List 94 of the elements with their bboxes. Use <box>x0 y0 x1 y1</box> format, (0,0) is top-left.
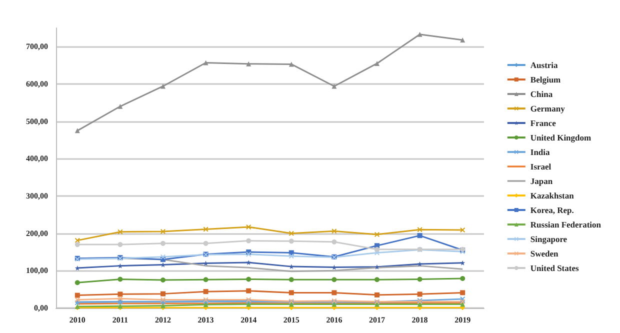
legend-label: Belgium <box>530 74 561 84</box>
point <box>417 261 422 266</box>
point <box>288 254 294 259</box>
legend-label: Japan <box>530 176 553 186</box>
x-tick-label: 2015 <box>283 316 300 324</box>
point <box>160 291 166 296</box>
point <box>246 61 252 66</box>
point <box>118 229 123 234</box>
point <box>246 224 252 230</box>
point <box>203 240 208 246</box>
point <box>74 280 80 286</box>
point <box>460 260 466 266</box>
point <box>203 289 208 294</box>
point <box>118 296 123 302</box>
point <box>203 60 208 66</box>
legend-label: Singapore <box>530 234 568 244</box>
point <box>374 232 380 237</box>
point <box>246 260 252 265</box>
point <box>74 266 80 271</box>
point <box>288 62 294 67</box>
y-tick-label: 200,00 <box>26 228 48 238</box>
legend-label: India <box>530 147 551 157</box>
point <box>160 240 166 246</box>
point <box>460 276 466 282</box>
point <box>332 277 337 282</box>
point <box>332 84 337 89</box>
point <box>288 238 294 244</box>
legend-label: Germany <box>530 104 566 114</box>
point <box>417 227 422 232</box>
point <box>332 239 337 244</box>
x-tick-label: 2013 <box>198 316 214 324</box>
point <box>460 290 466 296</box>
point <box>246 302 252 307</box>
point <box>417 233 422 238</box>
point <box>460 37 466 42</box>
legend-label: Kazakhstan <box>530 190 574 200</box>
point <box>118 292 123 297</box>
point <box>246 276 252 282</box>
x-tick-label: 2011 <box>112 316 128 324</box>
point <box>160 84 166 89</box>
y-tick-label: 300,00 <box>26 192 48 200</box>
x-tick-label: 2012 <box>155 316 171 324</box>
point <box>246 238 252 244</box>
y-tick-label: 0,00 <box>34 304 48 312</box>
y-tick-label: 100,00 <box>26 266 48 276</box>
legend-label: Sweden <box>530 248 559 258</box>
y-tick-label: 500,00 <box>26 116 48 126</box>
point <box>246 288 252 294</box>
legend-label: Austria <box>530 60 559 70</box>
point <box>118 263 123 268</box>
point <box>417 32 422 37</box>
x-tick-label: 2016 <box>326 316 342 324</box>
point <box>74 292 80 298</box>
point <box>460 227 466 232</box>
legend-label: United States <box>530 263 580 273</box>
point <box>74 297 80 302</box>
x-tick-label: 2018 <box>412 316 428 324</box>
x-tick-label: 2010 <box>69 316 86 324</box>
legend-label: Korea, Rep. <box>530 205 574 215</box>
x-tick-label: 2014 <box>240 316 257 324</box>
legend-label: Russian Federation <box>530 220 602 230</box>
point <box>374 246 380 252</box>
legend-label: United Kingdom <box>530 132 592 142</box>
point <box>288 277 294 282</box>
point <box>74 242 80 248</box>
point <box>332 228 337 234</box>
point <box>246 252 252 257</box>
point <box>118 104 123 109</box>
point <box>288 230 294 236</box>
point <box>203 277 208 282</box>
legend-label: China <box>530 89 554 99</box>
point <box>374 60 380 66</box>
x-tick-label: 2019 <box>454 316 471 324</box>
x-tick-label: 2017 <box>369 316 385 324</box>
point <box>374 292 380 298</box>
y-tick-label: 400,00 <box>26 154 48 164</box>
point <box>160 254 166 260</box>
point <box>160 278 166 282</box>
point <box>417 276 422 282</box>
point <box>74 128 80 134</box>
point <box>203 226 208 232</box>
y-tick-label: 600,00 <box>26 80 48 88</box>
point <box>118 276 123 282</box>
point <box>374 277 380 282</box>
point <box>374 264 380 270</box>
legend-label: Israel <box>530 162 552 172</box>
legend-label: France <box>530 118 556 128</box>
point <box>332 290 337 296</box>
point <box>160 228 166 234</box>
point <box>74 238 80 243</box>
y-tick-label: 700,00 <box>26 42 48 52</box>
point <box>417 292 422 297</box>
point <box>288 290 294 296</box>
point <box>118 242 123 248</box>
